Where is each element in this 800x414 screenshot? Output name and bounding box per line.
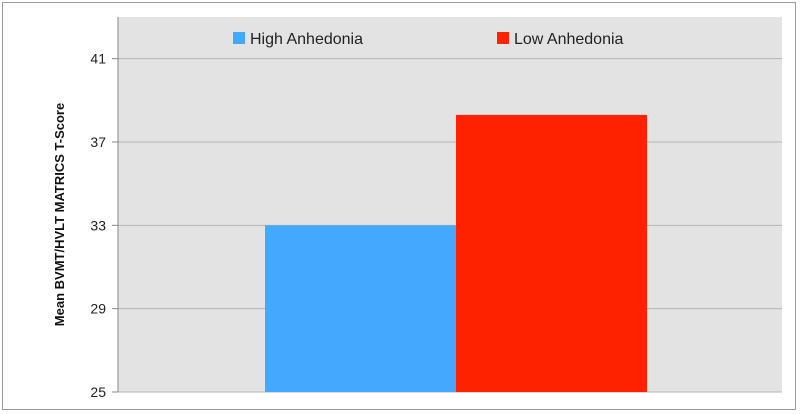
legend-label: High Anhedonia xyxy=(250,31,363,48)
legend-swatch xyxy=(233,32,245,44)
legend-label: Low Anhedonia xyxy=(514,31,624,48)
bar-low-anhedonia xyxy=(456,114,647,393)
y-axis-ticks: 25 29 33 37 41 xyxy=(90,17,119,400)
y-tick-label: 37 xyxy=(90,134,106,150)
bars xyxy=(265,114,647,393)
y-axis-title: Mean BVMT/HVLT MATRICS T-Score xyxy=(52,103,67,326)
legend: High Anhedonia Low Anhedonia xyxy=(233,31,624,48)
y-tick-label: 41 xyxy=(90,51,106,67)
y-tick-label: 29 xyxy=(90,301,106,317)
y-tick-label: 33 xyxy=(90,217,106,233)
legend-swatch xyxy=(497,32,509,44)
y-tick-label: 25 xyxy=(90,384,106,400)
bar-high-anhedonia xyxy=(265,225,456,392)
